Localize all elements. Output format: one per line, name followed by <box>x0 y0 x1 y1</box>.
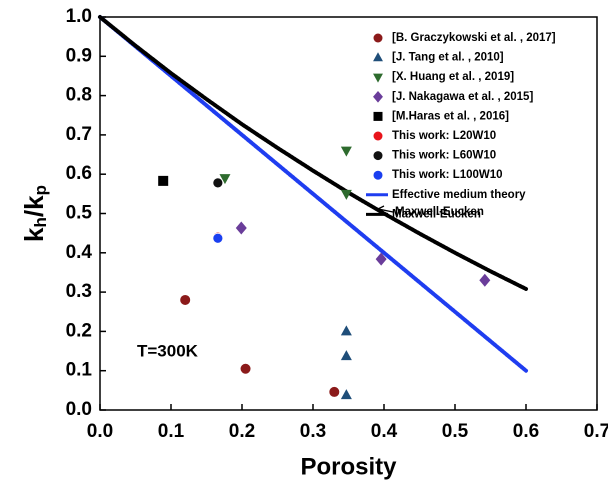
legend-label: [X. Huang et al. , 2019] <box>392 71 514 83</box>
point <box>329 386 340 397</box>
legend-label: Effective medium theory <box>392 189 526 201</box>
y-axis-label-subscript: h <box>31 217 50 227</box>
y-axis-label-subscript: p <box>31 185 50 195</box>
y-tick-label: 0.8 <box>66 85 92 106</box>
x-tick-label: 0.0 <box>87 421 113 442</box>
y-axis-label-part: /k <box>19 195 49 217</box>
x-axis-label: Porosity <box>300 453 397 480</box>
legend-label: [J. Tang et al. , 2010] <box>392 52 504 64</box>
point <box>158 175 169 186</box>
point <box>340 325 352 336</box>
y-tick-label: 0.7 <box>66 124 92 145</box>
plot-frame <box>99 16 598 411</box>
legend-swatch <box>373 52 383 62</box>
y-tick-label: 1.0 <box>66 6 92 27</box>
point <box>180 294 191 305</box>
legend-swatch <box>373 151 383 161</box>
x-tick-label: 0.7 <box>584 421 608 442</box>
x-tick-label: 0.6 <box>513 421 539 442</box>
legend-label: This work: L100W10 <box>392 169 503 181</box>
y-tick-label: 0.5 <box>66 203 93 224</box>
y-tick-label: 0.0 <box>66 399 92 420</box>
line <box>98 15 528 291</box>
legend-swatch <box>373 33 383 43</box>
point <box>340 350 352 361</box>
x-tick-label: 0.5 <box>442 421 469 442</box>
legend-swatch <box>373 131 383 141</box>
line <box>98 15 528 373</box>
point <box>240 363 251 374</box>
legend-swatch <box>373 111 383 121</box>
annotation: Maxwell-Eucken <box>395 206 484 218</box>
y-tick-label: 0.9 <box>66 45 92 66</box>
point <box>340 189 352 200</box>
point <box>219 174 231 185</box>
legend-swatch <box>373 90 383 103</box>
legend-label: [J. Nakagawa et al. , 2015] <box>392 91 533 103</box>
point <box>235 221 247 235</box>
x-tick-label: 0.3 <box>300 421 326 442</box>
legend-label: Maxwell-Eucken <box>392 208 481 220</box>
point <box>212 177 224 189</box>
legend-swatch <box>373 170 383 180</box>
point <box>375 252 387 266</box>
annotation-arrow <box>377 205 394 214</box>
point <box>212 232 224 244</box>
point <box>479 273 491 287</box>
annotation: T=300K <box>137 341 199 360</box>
y-tick-label: 0.4 <box>66 242 93 263</box>
point <box>340 146 352 157</box>
legend-label: This work: L20W10 <box>392 130 496 142</box>
x-tick-label: 0.1 <box>158 421 185 442</box>
legend-swatch <box>373 73 383 83</box>
point <box>340 389 352 400</box>
y-axis-label-part: k <box>19 227 49 242</box>
x-tick-label: 0.2 <box>229 421 255 442</box>
x-tick-label: 0.4 <box>371 421 398 442</box>
y-tick-label: 0.3 <box>66 281 92 302</box>
y-tick-label: 0.6 <box>66 163 92 184</box>
y-axis-label: kh/kp <box>19 185 51 242</box>
y-tick-label: 0.1 <box>66 360 93 381</box>
y-tick-label: 0.2 <box>66 320 92 341</box>
legend-label: [M.Haras et al. , 2016] <box>392 110 509 122</box>
legend-label: [B. Graczykowski et al. , 2017] <box>392 32 556 44</box>
legend-label: This work: L60W10 <box>392 150 496 162</box>
